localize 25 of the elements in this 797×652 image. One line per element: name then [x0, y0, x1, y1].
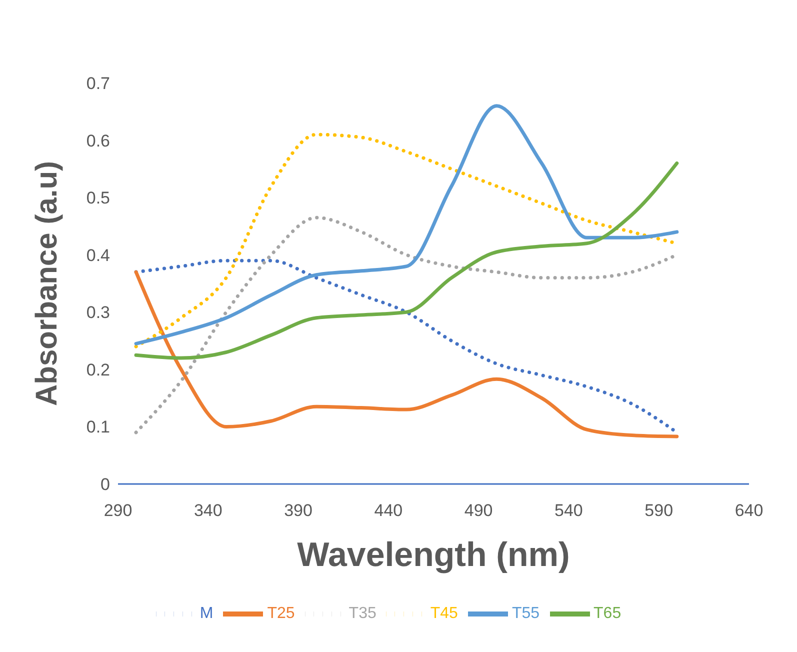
legend-label: M: [200, 605, 214, 622]
y-tick-label: 0.3: [86, 303, 110, 322]
y-tick-label: 0.6: [86, 131, 110, 150]
y-tick-label: 0: [100, 475, 110, 494]
x-tick-label: 440: [374, 501, 403, 520]
x-tick-label: 390: [284, 501, 312, 520]
x-tick-label: 340: [194, 501, 222, 520]
x-tick-label: 290: [104, 501, 132, 520]
x-tick-label: 490: [464, 501, 493, 520]
legend-label: T35: [348, 605, 376, 622]
x-tick-label: 590: [644, 501, 674, 520]
legend-label: T55: [512, 605, 540, 622]
line-series: [134, 161, 679, 360]
legend-label: T45: [430, 605, 458, 622]
y-tick-label: 0.4: [86, 246, 110, 265]
legend-label: T65: [594, 605, 622, 622]
legend-label: T25: [267, 605, 295, 622]
x-tick-label: 640: [734, 501, 764, 520]
y-axis-title: Absorbance (a.u): [30, 160, 64, 406]
y-tick-label: 0.5: [86, 188, 110, 208]
y-tick-label: 0.7: [86, 74, 110, 94]
y-tick-label: 0.1: [86, 418, 110, 437]
y-tick-label: 0.2: [86, 360, 110, 380]
x-axis-title: Wavelength (nm): [297, 536, 570, 574]
x-tick-label: 540: [554, 501, 583, 520]
